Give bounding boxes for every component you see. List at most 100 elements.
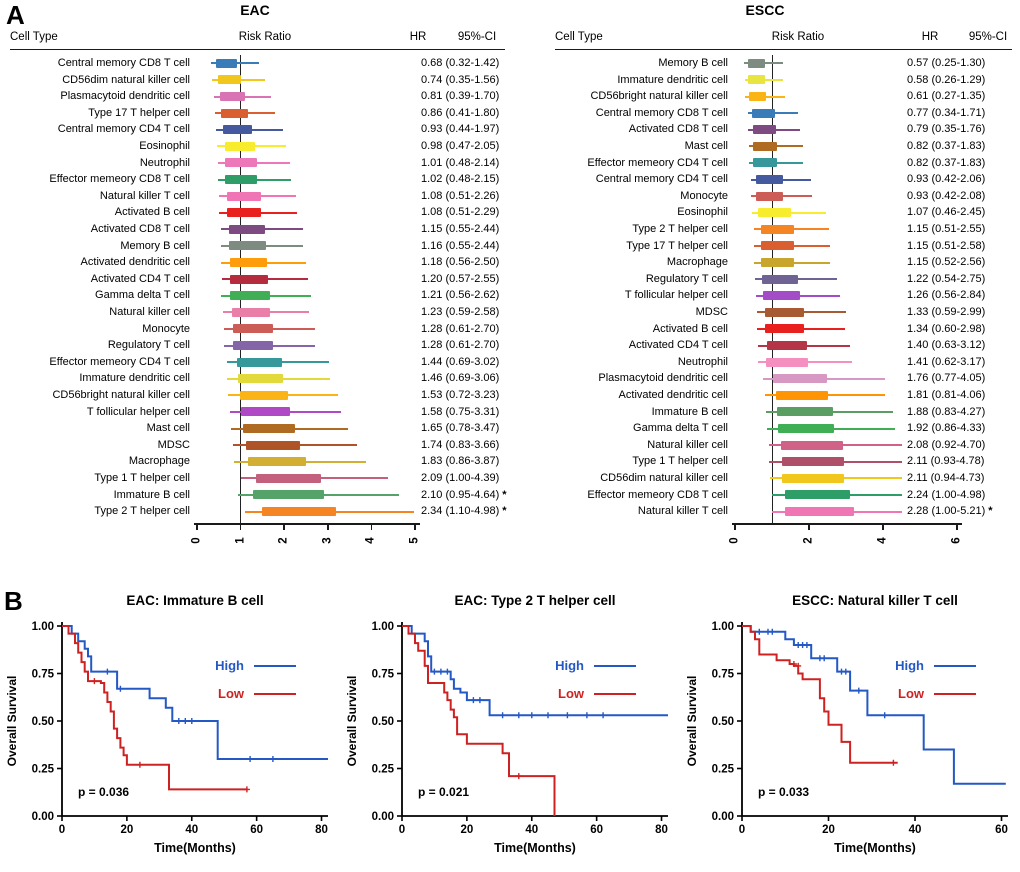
y-tick-label: 0.50 — [372, 716, 394, 728]
hr-ci-value: 2.28 (1.00-5.21) * — [907, 505, 993, 518]
cell-type-label: Natural killer T cell — [637, 505, 728, 518]
km-plot: EAC: Immature B cell 0.00 0.25 0.50 0.75 1.00… — [0, 588, 340, 867]
x-axis-tick — [414, 525, 416, 530]
km-curve-high-censors — [756, 628, 888, 719]
hr-ci-value: 0.61 (0.27-1.35) — [907, 90, 986, 103]
hr-ci-value: 1.18 (0.56-2.50) — [421, 256, 500, 269]
y-tick-label: 0.50 — [712, 716, 734, 728]
cell-type-label: Memory B cell — [120, 239, 190, 252]
p-value-label: p = 0.036 — [78, 785, 129, 799]
km-title: EAC: Type 2 T helper cell — [454, 593, 615, 608]
forest-plot-escc: ESCC Cell Type Risk Ratio HR 95%-CI Memory B … — [510, 0, 1020, 588]
hr-box — [229, 258, 268, 267]
hr-ci-value: 1.40 (0.63-3.12) — [907, 339, 986, 352]
hr-box — [217, 75, 241, 85]
hr-box — [781, 457, 845, 467]
hr-box — [753, 158, 778, 168]
cell-type-label: Activated dendritic cell — [618, 389, 728, 401]
km-curve-high-censors — [431, 668, 607, 719]
hr-box — [752, 125, 776, 135]
cell-type-label: Type 17 T helper cell — [88, 106, 190, 119]
hr-ci-value: 1.28 (0.61-2.70) — [421, 339, 500, 352]
cell-type-label: Memory B cell — [658, 57, 728, 69]
x-axis-tick-label: 4 — [876, 537, 889, 544]
hr-ci-value: 2.08 (0.92-4.70) — [907, 438, 986, 451]
x-axis — [194, 523, 420, 525]
hr-ci-value: 2.11 (0.93-4.78) — [907, 455, 985, 468]
y-tick-label: 0.00 — [372, 811, 394, 823]
hr-box — [752, 108, 775, 118]
cell-type-label: Monocyte — [142, 322, 190, 335]
x-axis-tick-label: 4 — [364, 537, 377, 544]
hr-box — [229, 291, 270, 301]
cell-type-label: Natural killer cell — [109, 306, 190, 318]
hr-box — [227, 191, 261, 201]
hr-box — [247, 457, 306, 467]
legend-label-low: Low — [218, 686, 245, 701]
hr-box — [245, 440, 300, 450]
hr-box — [764, 307, 804, 317]
significance-asterisk: * — [502, 505, 507, 518]
p-value-label: p = 0.033 — [758, 785, 809, 799]
legend-label-low: Low — [558, 686, 585, 701]
y-tick-label: 0.75 — [32, 669, 55, 681]
km-curve-high — [402, 625, 668, 717]
km-svg: ESCC: Natural killer T cell 0.00 0.25 0.50 0… — [685, 593, 1008, 855]
hr-ci-value: 1.44 (0.69-3.02) — [421, 355, 500, 368]
hr-ci-value: 1.26 (0.56-2.84) — [907, 289, 986, 302]
hr-ci-value: 2.34 (1.10-4.98) * — [421, 505, 507, 518]
cell-type-label: Activated B cell — [114, 206, 190, 219]
cell-type-label: MDSC — [695, 306, 728, 318]
hr-ci-value: 1.23 (0.59-2.58) — [421, 306, 500, 318]
cell-type-label: Immature B cell — [651, 405, 728, 418]
forest-title: ESCC — [745, 2, 785, 18]
y-tick-label: 0.75 — [372, 669, 395, 681]
km-curve-high-censors — [104, 668, 276, 762]
hr-ci-value: 0.58 (0.26-1.29) — [907, 73, 986, 86]
cell-type-label: Activated dendritic cell — [80, 256, 190, 269]
x-tick-label: 40 — [909, 824, 922, 836]
hr-box — [227, 208, 262, 218]
hr-box — [775, 390, 829, 400]
cell-type-label: CD56dim natural killer cell — [600, 472, 728, 484]
x-tick-label: 40 — [185, 824, 198, 836]
hr-box — [762, 274, 799, 284]
hr-ci-value: 0.82 (0.37-1.83) — [907, 140, 986, 152]
hr-ci-value: 0.57 (0.25-1.30) — [907, 57, 986, 69]
col-header-hr: HR — [921, 31, 939, 43]
x-axis-tick — [239, 525, 242, 530]
cell-type-label: Mast cell — [146, 422, 190, 435]
x-tick-label: 0 — [59, 824, 65, 836]
x-axis-tick-label: 0 — [190, 537, 203, 544]
cell-type-label: Natural killer T cell — [99, 189, 190, 202]
x-tick-label: 0 — [399, 824, 405, 836]
hr-ci-value: 1.08 (0.51-2.29) — [421, 206, 500, 219]
hr-ci-value: 1.81 (0.81-4.06) — [907, 389, 986, 401]
hr-ci-value: 1.15 (0.55-2.44) — [421, 223, 500, 235]
cell-type-label: Eosinophil — [677, 206, 728, 219]
hr-box — [229, 224, 266, 234]
header-rule — [10, 49, 505, 50]
x-axis-tick — [734, 525, 736, 530]
hr-box — [748, 92, 767, 101]
hr-box — [239, 390, 288, 400]
km-curve-low — [62, 625, 247, 791]
y-tick-label: 0.25 — [712, 764, 735, 776]
cell-type-label: CD56dim natural killer cell — [62, 73, 190, 86]
cell-type-label: Activated CD4 T cell — [90, 272, 190, 285]
legend-label-low: Low — [898, 686, 925, 701]
hr-ci-value: 2.09 (1.00-4.39) — [421, 472, 500, 484]
km-plot: EAC: Type 2 T helper cell 0.00 0.25 0.50 0.7… — [340, 588, 680, 867]
hr-box — [253, 490, 324, 500]
hr-ci-value: 1.08 (0.51-2.26) — [421, 189, 500, 202]
x-axis-tick-label: 1 — [234, 537, 247, 544]
hr-ci-value: 1.88 (0.83-4.27) — [907, 405, 986, 418]
km-plots: EAC: Immature B cell 0.00 0.25 0.50 0.75 1.00… — [0, 588, 1020, 867]
hr-ci-value: 0.93 (0.42-2.06) — [907, 173, 986, 186]
km-svg: EAC: Type 2 T helper cell 0.00 0.25 0.50 0.7… — [345, 593, 668, 855]
legend-label-high: High — [215, 658, 244, 673]
hr-ci-value: 1.65 (0.78-3.47) — [421, 422, 500, 435]
cell-type-label: Activated CD8 T cell — [90, 223, 190, 235]
hr-ci-value: 1.83 (0.86-3.87) — [421, 455, 500, 468]
